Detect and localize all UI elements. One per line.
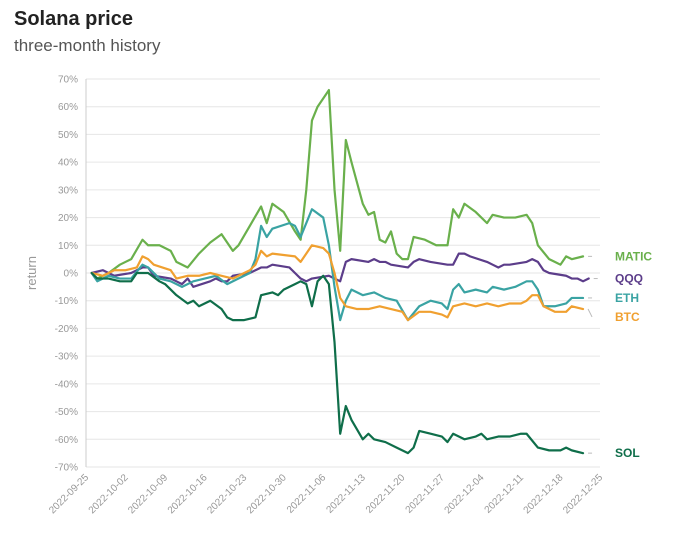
series-label-sol: SOL [615, 446, 640, 460]
series-label-matic: MATIC [615, 249, 652, 263]
series-label-btc: BTC [615, 310, 640, 324]
y-tick-label: 0% [64, 269, 79, 280]
x-tick-label: 2022-12-11 [483, 472, 527, 516]
x-tick-label: 2022-10-30 [245, 472, 289, 516]
y-tick-label: -60% [55, 435, 78, 446]
y-tick-label: -20% [55, 324, 78, 335]
x-tick-label: 2022-12-04 [443, 472, 487, 516]
y-tick-label: 50% [58, 130, 78, 141]
x-tick-label: 2022-10-02 [87, 472, 131, 516]
x-tick-label: 2022-10-23 [205, 472, 249, 516]
x-tick-label: 2022-10-09 [126, 472, 170, 516]
series-label-qqq: QQQ [615, 272, 643, 286]
x-tick-label: 2022-11-27 [404, 472, 448, 516]
y-tick-label: -10% [55, 296, 78, 307]
chart-title: Solana price [14, 8, 133, 30]
x-tick-label: 2022-11-20 [364, 472, 408, 516]
x-tick-label: 2022-12-25 [561, 472, 605, 516]
x-axis-ticks: 2022-09-252022-10-022022-10-092022-10-16… [47, 472, 605, 516]
y-tick-label: 60% [58, 102, 78, 113]
y-tick-label: 40% [58, 158, 78, 169]
y-tick-label: 30% [58, 185, 78, 196]
series-label-eth: ETH [615, 291, 639, 305]
gridlines [85, 78, 600, 468]
x-tick-label: 2022-11-06 [285, 472, 329, 516]
x-tick-label: 2022-10-16 [166, 472, 210, 516]
label-leader [587, 308, 593, 318]
series-line-sol [90, 271, 585, 455]
y-axis-label: return [24, 256, 39, 290]
series-labels: MATIC QQQ ETH BTC SOL [587, 249, 652, 460]
y-tick-label: -30% [55, 352, 78, 363]
y-tick-label: 70% [58, 75, 78, 86]
x-tick-label: 2022-12-18 [522, 472, 566, 516]
chart-subtitle: three-month history [14, 36, 161, 55]
x-tick-label: 2022-09-25 [47, 472, 91, 516]
x-tick-label: 2022-11-13 [324, 472, 368, 516]
y-tick-label: -50% [55, 407, 78, 418]
series-lines [90, 88, 590, 455]
series-line-qqq [90, 252, 590, 288]
y-tick-label: 10% [58, 241, 78, 252]
y-tick-label: 20% [58, 213, 78, 224]
y-tick-label: -40% [55, 379, 78, 390]
y-axis-ticks: 70% 60% 50% 40% 30% 20% 10% 0% -10% -20% -30% -40% -… [55, 75, 78, 474]
series-line-eth [90, 208, 585, 322]
series-line-matic [90, 88, 585, 280]
series-line-btc [90, 244, 585, 322]
y-tick-label: -70% [55, 463, 78, 474]
